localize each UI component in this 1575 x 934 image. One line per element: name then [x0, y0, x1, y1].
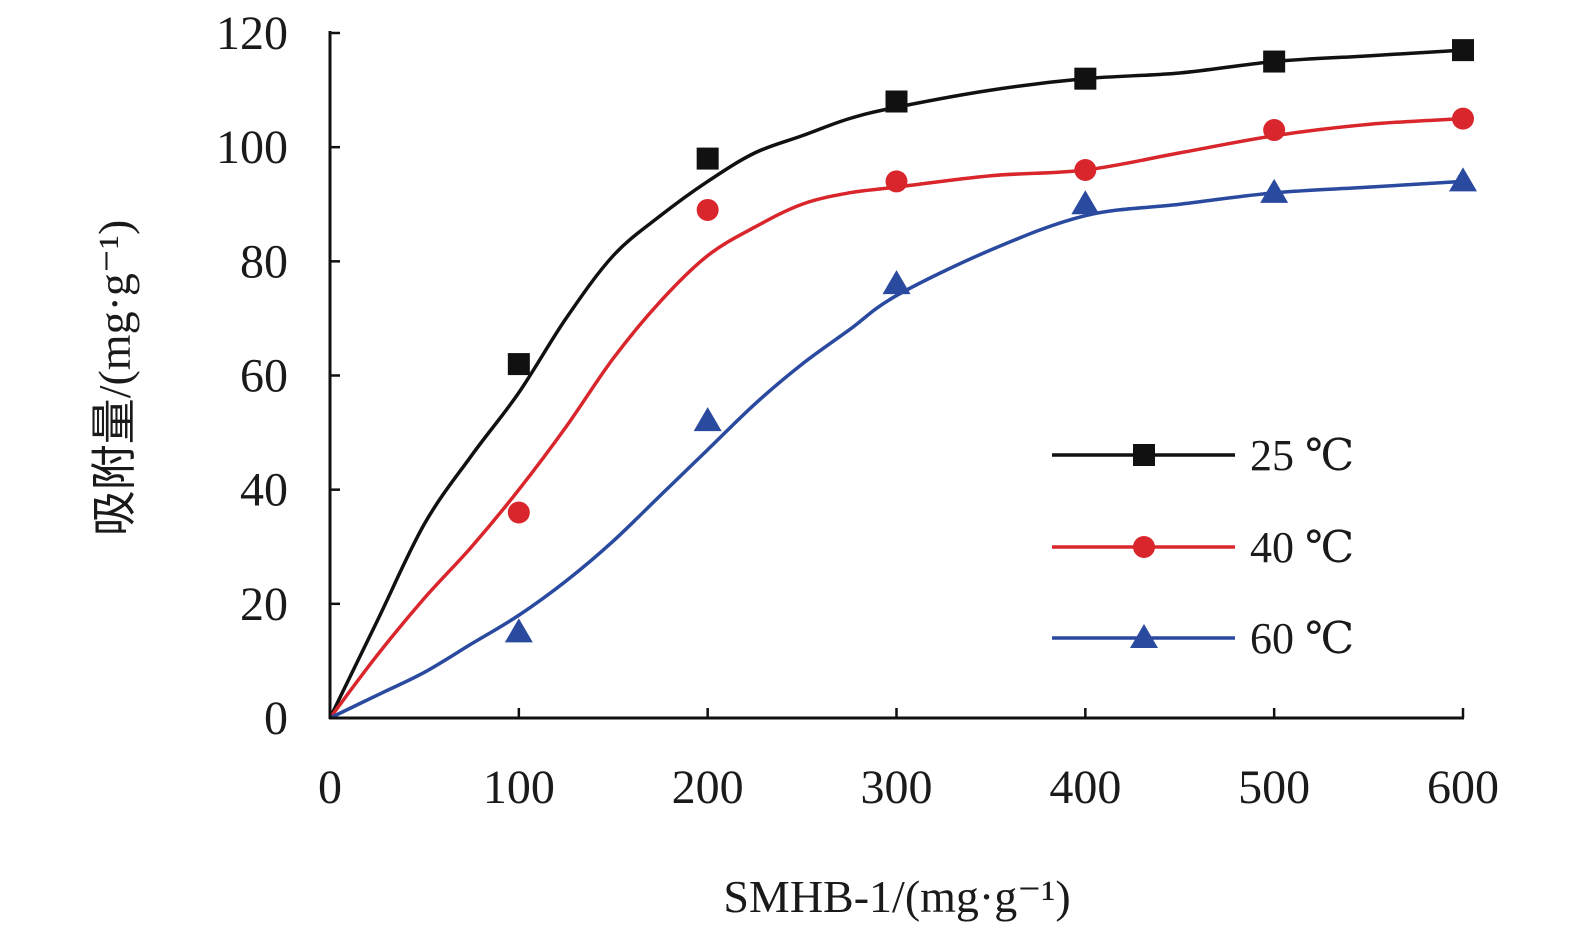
data-point — [696, 147, 719, 170]
y-tick-label: 80 — [240, 235, 288, 288]
series-line-1 — [328, 48, 1464, 719]
legend-item: 40 ℃ — [1052, 523, 1354, 572]
data-point — [696, 198, 719, 221]
data-point — [1449, 167, 1477, 192]
data-point — [1452, 107, 1474, 130]
legend-marker — [1133, 444, 1155, 466]
x-tick-label: 500 — [1238, 761, 1310, 814]
x-tick-label: 600 — [1427, 761, 1499, 814]
y-tick-label: 120 — [216, 7, 288, 60]
data-markers — [504, 39, 1477, 643]
y-tick-label: 40 — [240, 464, 288, 517]
fit-curves — [328, 48, 1464, 720]
x-tick-label: 400 — [1049, 761, 1121, 814]
data-point — [1263, 50, 1286, 73]
legend-item: 25 ℃ — [1052, 431, 1354, 480]
x-tick-label: 200 — [672, 761, 744, 814]
y-axis-label: 吸附量/(mg·g⁻¹) — [89, 220, 140, 537]
legend-label: 40 ℃ — [1250, 523, 1354, 572]
data-point — [1074, 67, 1097, 90]
data-point — [1074, 159, 1097, 181]
y-tick-label: 0 — [264, 692, 288, 745]
data-point — [1263, 119, 1286, 142]
data-point — [507, 501, 530, 524]
data-point — [882, 270, 911, 295]
legend-label: 60 ℃ — [1250, 614, 1354, 663]
y-tick-label: 100 — [216, 121, 288, 174]
x-tick-label: 100 — [483, 761, 555, 814]
data-point — [507, 353, 530, 376]
series-line-3 — [329, 179, 1464, 720]
y-tick-label: 20 — [240, 578, 288, 631]
data-point — [693, 407, 722, 432]
legend-label: 25 ℃ — [1250, 431, 1354, 480]
data-point — [1452, 39, 1474, 62]
axes — [328, 31, 1464, 720]
data-point — [1071, 190, 1100, 215]
data-point — [885, 90, 908, 113]
legend-marker — [1130, 624, 1158, 648]
x-axis-label: SMHB-1/(mg·g⁻¹) — [723, 871, 1070, 922]
tick-labels: 0 20 40 60 80 100 120 0 100 200 300 400 500 600 — [216, 7, 1499, 814]
axis-ticks — [328, 31, 1465, 720]
y-tick-label: 60 — [240, 350, 288, 403]
data-point — [504, 618, 533, 643]
legend-item: 60 ℃ — [1052, 614, 1354, 663]
legend: 25 ℃ 40 ℃ 60 ℃ — [1052, 431, 1354, 663]
x-tick-label: 300 — [861, 761, 933, 814]
data-point — [885, 170, 908, 193]
series-line-2 — [328, 116, 1464, 720]
data-point — [1260, 178, 1289, 203]
legend-marker — [1133, 536, 1155, 558]
x-tick-label: 0 — [318, 761, 342, 814]
